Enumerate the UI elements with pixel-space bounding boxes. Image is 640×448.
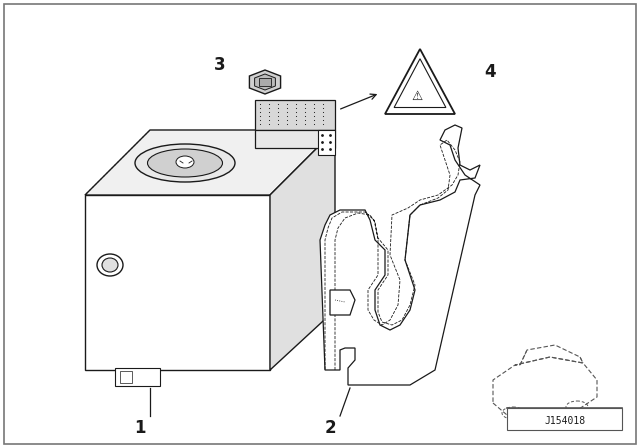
Ellipse shape — [135, 144, 235, 182]
Bar — [507, 408, 622, 430]
Polygon shape — [270, 130, 335, 370]
Polygon shape — [385, 49, 455, 114]
Ellipse shape — [97, 254, 123, 276]
Polygon shape — [255, 100, 335, 130]
Bar — [120, 371, 132, 383]
Ellipse shape — [147, 149, 223, 177]
Polygon shape — [85, 130, 335, 195]
Bar — [115, 368, 160, 386]
Polygon shape — [255, 74, 275, 90]
Text: 3: 3 — [214, 56, 226, 74]
Polygon shape — [330, 290, 355, 315]
Text: 2: 2 — [324, 419, 336, 437]
Text: $⚠$: $⚠$ — [411, 90, 423, 103]
Text: J154018: J154018 — [545, 416, 586, 426]
Text: 4: 4 — [484, 63, 496, 81]
Polygon shape — [318, 130, 335, 155]
Polygon shape — [85, 195, 270, 370]
Ellipse shape — [102, 258, 118, 272]
Ellipse shape — [176, 156, 194, 168]
Polygon shape — [320, 125, 480, 385]
Polygon shape — [250, 70, 280, 94]
Polygon shape — [259, 78, 271, 86]
Text: 1: 1 — [134, 419, 146, 437]
Polygon shape — [255, 130, 335, 148]
